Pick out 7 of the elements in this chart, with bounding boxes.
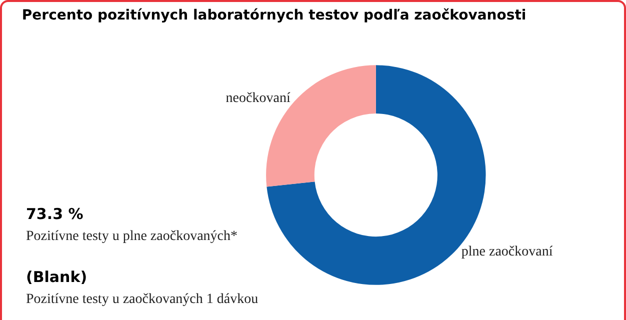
text: Pozitívne testy u zaočkovaných 1 dávkou (26, 292, 258, 307)
slice-label: neočkovaní (226, 90, 290, 106)
text: 73.3 % (26, 205, 84, 223)
text: Pozitívne testy u plne zaočkovaných* (26, 229, 238, 244)
chart-title: Percento pozitívnych laboratórnych testov podľa zaočkovanosti (22, 7, 526, 24)
slice-label: plne zaočkovaní (461, 244, 553, 260)
text: (Blank) (26, 268, 88, 286)
